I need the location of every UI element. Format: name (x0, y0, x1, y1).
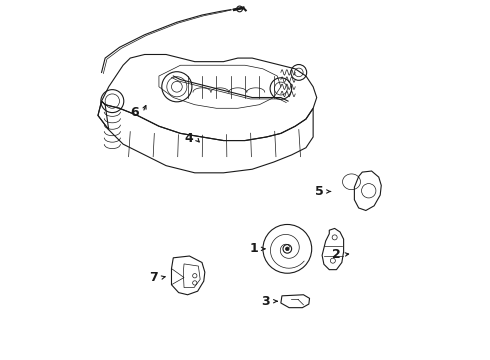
Text: 7: 7 (149, 271, 158, 284)
Text: 6: 6 (131, 106, 139, 119)
Circle shape (286, 247, 289, 251)
Text: 3: 3 (262, 295, 270, 308)
Text: 4: 4 (184, 132, 193, 145)
Text: 5: 5 (315, 185, 324, 198)
Text: 1: 1 (249, 242, 258, 255)
Circle shape (283, 244, 292, 253)
Text: 2: 2 (332, 248, 341, 261)
